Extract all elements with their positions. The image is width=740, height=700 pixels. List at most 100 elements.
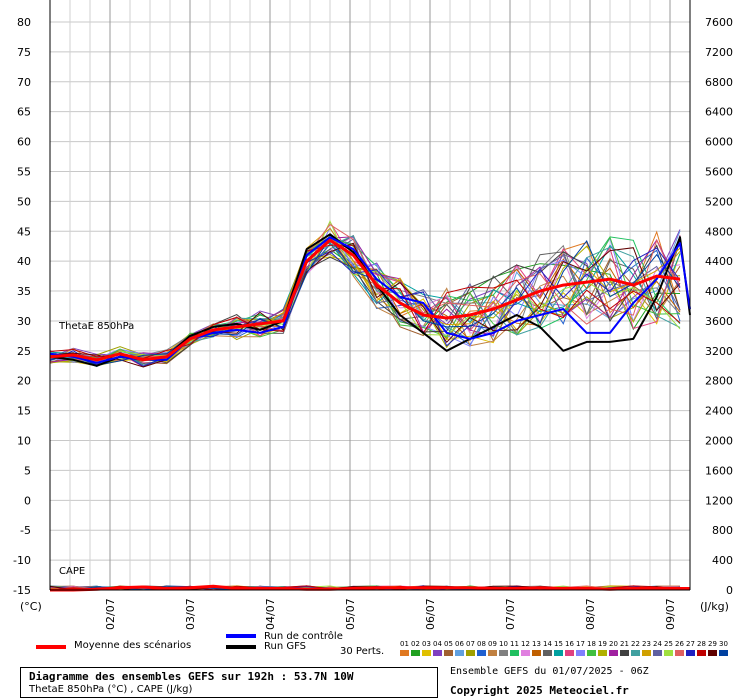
pert-swatch: [400, 650, 409, 656]
legend-control-label: Run de contrôle: [264, 631, 343, 642]
pert-swatch: [653, 650, 662, 656]
left-tick-label: 80: [17, 16, 31, 29]
right-tick-label: 5200: [705, 195, 733, 208]
pert-number: 29: [708, 640, 717, 648]
left-tick-label: 65: [17, 106, 31, 119]
series-line-control: [49, 236, 691, 364]
pert-number: 27: [686, 640, 695, 648]
left-tick-label: 0: [24, 494, 31, 507]
right-tick-label: 7200: [705, 46, 733, 59]
pert-swatch: [675, 650, 684, 656]
right-tick-label: 7600: [705, 16, 733, 29]
pert-swatch: [664, 650, 673, 656]
pert-number: 20: [609, 640, 618, 648]
pert-swatch: [499, 650, 508, 656]
x-tick-label: 04/07: [264, 598, 277, 630]
copyright: Copyright 2025 Meteociel.fr: [450, 684, 629, 697]
perturbation-line: [49, 236, 681, 366]
left-tick-label: 25: [17, 345, 31, 358]
x-tick-label: 02/07: [104, 598, 117, 630]
left-tick-label: 35: [17, 285, 31, 298]
pert-number: 15: [554, 640, 563, 648]
pert-swatch: [587, 650, 596, 656]
legend-gfs-swatch: [226, 645, 256, 649]
left-tick-label: 55: [17, 165, 31, 178]
pert-number: 18: [587, 640, 596, 648]
series-line-mean: [49, 238, 681, 362]
pert-number: 24: [653, 640, 662, 648]
right-tick-label: 5600: [705, 165, 733, 178]
right-tick-label: 6400: [705, 106, 733, 119]
right-tick-label: 6000: [705, 136, 733, 149]
pert-swatch: [433, 650, 442, 656]
pert-swatch: [565, 650, 574, 656]
pert-swatch: [609, 650, 618, 656]
left-tick-label: 15: [17, 405, 31, 418]
pert-number: 30: [719, 640, 728, 648]
left-tick-label: 20: [17, 375, 31, 388]
right-tick-label: 3200: [705, 345, 733, 358]
pert-swatch: [642, 650, 651, 656]
pert-swatch: [686, 650, 695, 656]
perturbation-line: [49, 237, 681, 366]
right-tick-label: 4400: [705, 255, 733, 268]
x-tick-label: 05/07: [344, 598, 357, 630]
right-tick-label: 1200: [705, 494, 733, 507]
pert-swatch: [543, 650, 552, 656]
left-tick-label: 5: [24, 464, 31, 477]
pert-number: 06: [455, 640, 464, 648]
left-tick-label: 50: [17, 195, 31, 208]
pert-number: 12: [521, 640, 530, 648]
right-tick-label: 0: [726, 584, 733, 597]
pert-number: 26: [675, 640, 684, 648]
main-series: [49, 233, 691, 592]
right-tick-label: 800: [712, 524, 733, 537]
legend-mean-swatch: [36, 645, 66, 649]
legend-gfs-label: Run GFS: [264, 641, 307, 652]
x-tick-label: 09/07: [664, 598, 677, 630]
right-tick-label: 4000: [705, 285, 733, 298]
pert-swatch: [532, 650, 541, 656]
pert-number: 05: [444, 640, 453, 648]
pert-swatch: [719, 650, 728, 656]
pert-swatch: [576, 650, 585, 656]
pert-number: 01: [400, 640, 409, 648]
pert-swatch: [444, 650, 453, 656]
pert-number: 16: [565, 640, 574, 648]
run-info: Ensemble GEFS du 01/07/2025 - 06Z: [450, 666, 649, 677]
x-tick-label: 07/07: [504, 598, 517, 630]
pert-swatch: [554, 650, 563, 656]
pert-swatch: [510, 650, 519, 656]
legend-control-swatch: [226, 634, 256, 638]
left-axis-unit: (°C): [20, 600, 42, 613]
pert-number: 10: [499, 640, 508, 648]
pert-swatch: [422, 650, 431, 656]
left-tick-label: -5: [20, 524, 31, 537]
legend-mean-label: Moyenne des scénarios: [74, 640, 192, 651]
pert-swatch: [477, 650, 486, 656]
right-axis-unit: (J/kg): [700, 600, 729, 613]
right-tick-label: 3600: [705, 315, 733, 328]
left-tick-label: 30: [17, 315, 31, 328]
pert-number: 04: [433, 640, 442, 648]
right-tick-label: 2000: [705, 435, 733, 448]
pert-number: 28: [697, 640, 706, 648]
title-box: Diagramme des ensembles GEFS sur 192h : …: [20, 667, 438, 698]
right-tick-label: 1600: [705, 464, 733, 477]
right-tick-label: 2800: [705, 375, 733, 388]
pert-swatch: [411, 650, 420, 656]
right-tick-label: 2400: [705, 405, 733, 418]
pert-number: 09: [488, 640, 497, 648]
pert-number: 11: [510, 640, 519, 648]
left-tick-label: 45: [17, 225, 31, 238]
theta-series-label: ThetaE 850hPa: [58, 321, 134, 332]
pert-number: 22: [631, 640, 640, 648]
left-tick-label: 70: [17, 76, 31, 89]
cape-series-label: CAPE: [59, 566, 85, 577]
pert-swatch: [697, 650, 706, 656]
pert-number: 17: [576, 640, 585, 648]
x-tick-label: 08/07: [584, 598, 597, 630]
left-tick-label: -15: [13, 584, 31, 597]
x-tick-label: 03/07: [184, 598, 197, 630]
